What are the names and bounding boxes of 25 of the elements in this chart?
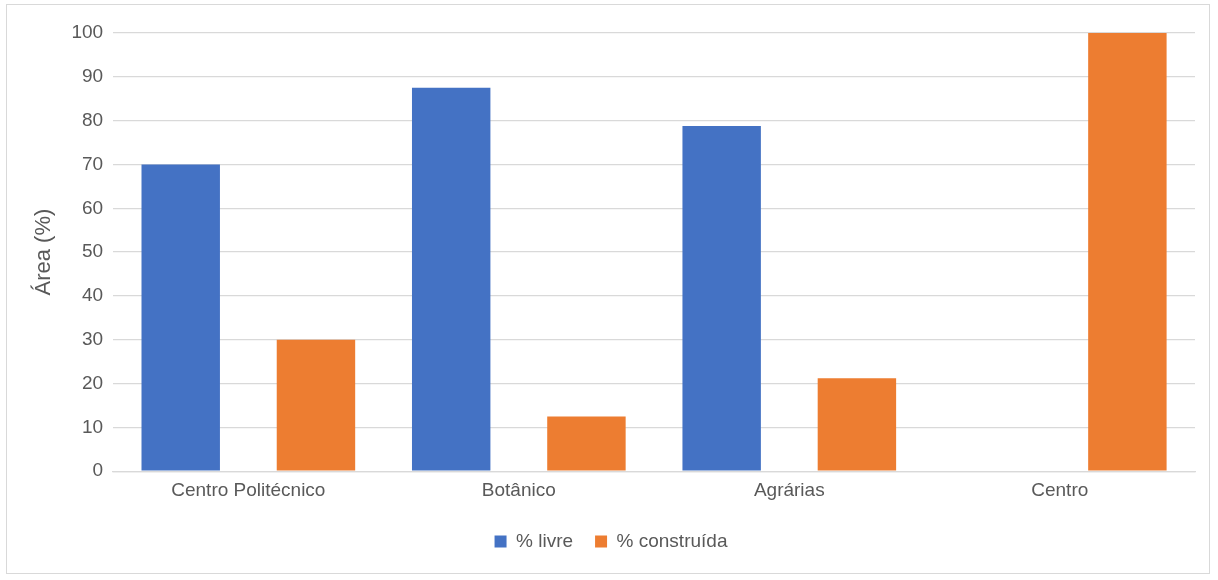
bar xyxy=(411,87,491,471)
bar xyxy=(547,416,626,471)
bar xyxy=(141,164,220,471)
bar xyxy=(817,378,897,471)
y-tick-label: 60 xyxy=(81,196,104,218)
y-tick-label: 70 xyxy=(81,152,104,174)
y-tick-label: 0 xyxy=(92,459,104,481)
y-tick-label: 80 xyxy=(81,108,104,130)
x-tick-label: Botânico xyxy=(481,478,556,500)
bar xyxy=(1088,33,1167,471)
x-tick-label: Centro Politécnico xyxy=(171,478,326,500)
bar xyxy=(682,125,761,471)
y-tick-label: 20 xyxy=(81,371,104,393)
x-tick-label: Centro xyxy=(1031,478,1089,500)
y-tick-label: 50 xyxy=(81,240,104,262)
legend-label: % livre xyxy=(516,529,574,551)
y-axis-title: Área (%) xyxy=(30,208,56,296)
legend-label: % construída xyxy=(616,529,728,551)
y-tick-label: 30 xyxy=(81,327,104,349)
x-tick-label: Agrárias xyxy=(753,478,825,500)
y-tick-label: 40 xyxy=(81,284,104,306)
y-tick-label: 10 xyxy=(81,415,104,437)
y-tick-label: 100 xyxy=(71,21,104,43)
y-tick-label: 90 xyxy=(81,65,104,87)
bar xyxy=(276,339,356,471)
